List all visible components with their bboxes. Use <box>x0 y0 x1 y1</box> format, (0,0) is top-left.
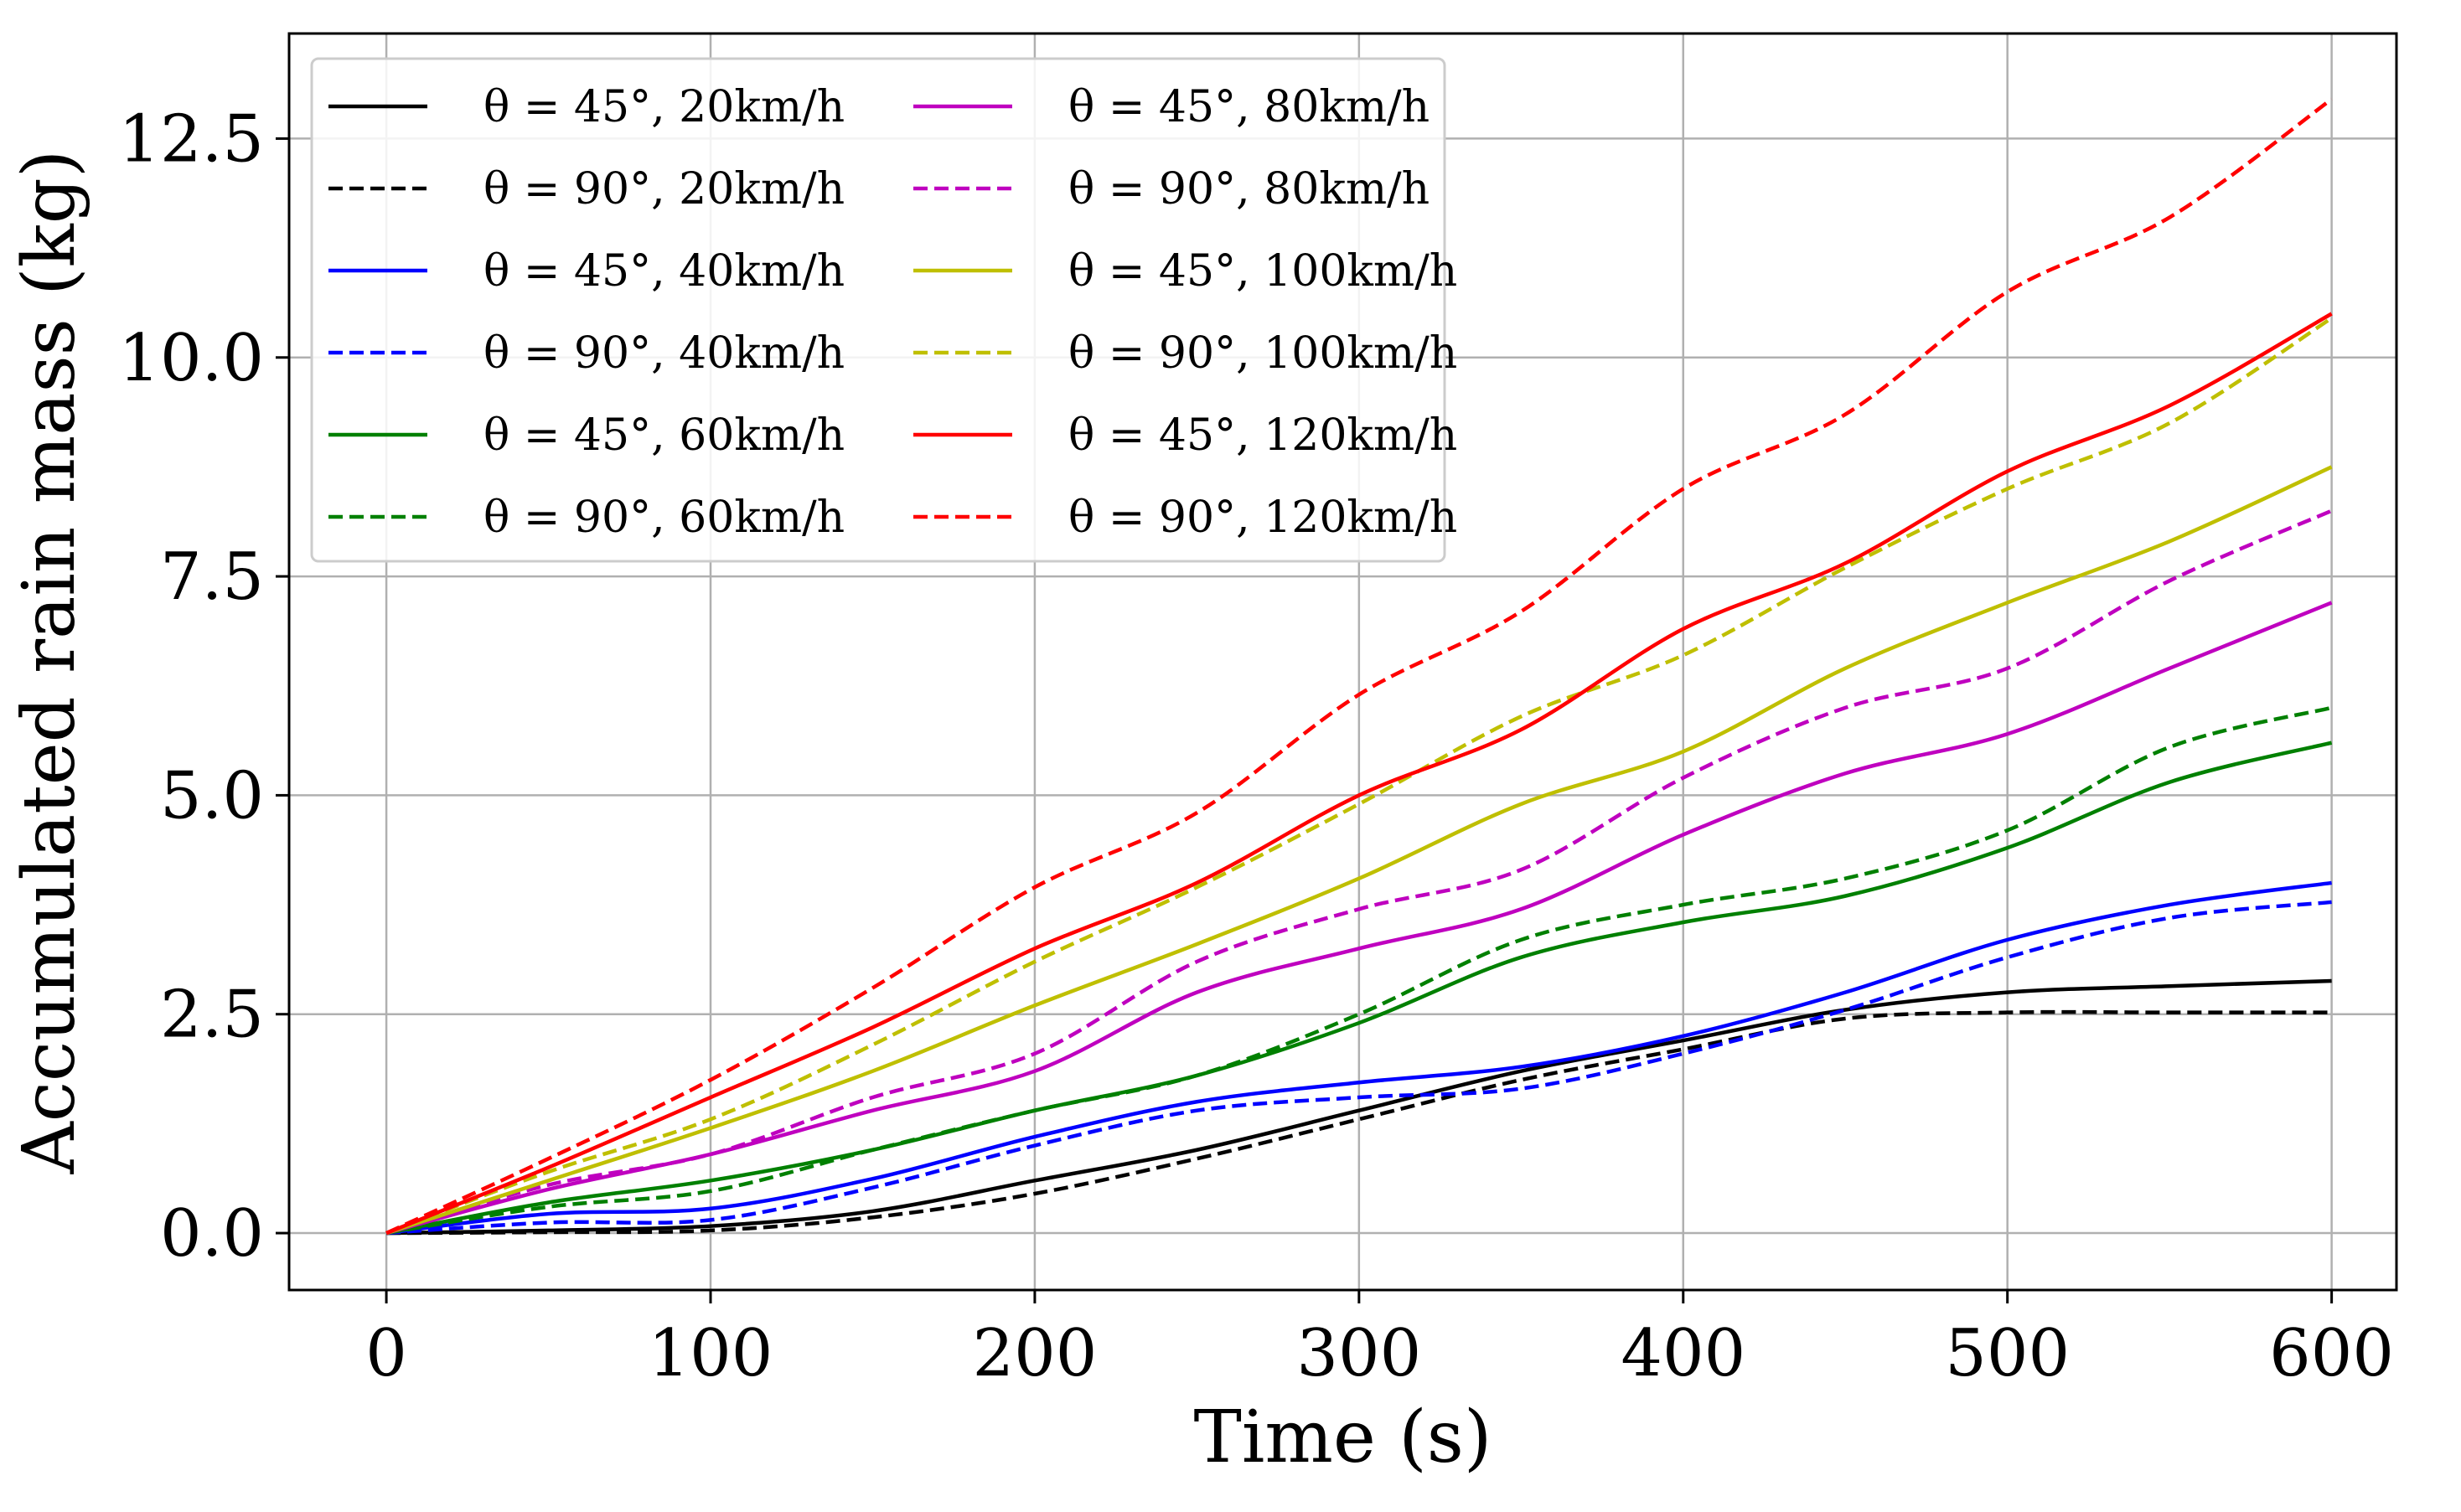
x-tick-label: 600 <box>2269 1316 2394 1391</box>
axis-ticks: 0 100 200 300 400 500 600 0.0 2.5 5.0 7.5 10.0 12.5 <box>118 101 2394 1391</box>
legend-label: θ = 90°, 20km/h <box>483 164 845 214</box>
series-line-10 <box>385 316 2333 1236</box>
y-tick-label: 5.0 <box>160 758 264 833</box>
series-line-12 <box>385 97 2333 1236</box>
series-lines <box>385 97 2333 1236</box>
y-tick-label: 12.5 <box>118 101 264 177</box>
series-line-6 <box>385 705 2333 1236</box>
series-line-7 <box>385 601 2333 1236</box>
legend-label: θ = 45°, 40km/h <box>483 246 845 297</box>
series-line-8 <box>385 508 2333 1236</box>
y-tick-label: 0.0 <box>160 1196 264 1272</box>
y-tick-label: 10.0 <box>118 321 264 396</box>
legend-label: θ = 90°, 60km/h <box>483 493 845 543</box>
series-line-1 <box>386 978 2332 1236</box>
series-line-4 <box>385 900 2332 1236</box>
plot-frame <box>287 32 2398 1292</box>
x-tick-label: 0 <box>365 1316 407 1391</box>
y-tick-label: 7.5 <box>160 539 264 615</box>
x-tick-label: 300 <box>1296 1316 1421 1391</box>
series-line-3 <box>385 880 2332 1236</box>
x-tick-label: 100 <box>649 1316 773 1391</box>
y-axis-label: Accumulated rain mass (kg) <box>8 150 91 1175</box>
series-line-9 <box>385 465 2333 1236</box>
x-tick-label: 500 <box>1945 1316 2070 1391</box>
x-tick-label: 400 <box>1621 1316 1745 1391</box>
legend-label: θ = 45°, 100km/h <box>1068 246 1457 297</box>
legend-frame <box>310 57 1446 563</box>
y-tick-label: 2.5 <box>160 978 264 1053</box>
legend-label: θ = 45°, 120km/h <box>1068 410 1457 461</box>
legend-label: θ = 45°, 60km/h <box>483 410 845 461</box>
legend-label: θ = 90°, 80km/h <box>1068 164 1430 214</box>
legend-label: θ = 90°, 40km/h <box>483 328 845 379</box>
legend-label: θ = 90°, 100km/h <box>1068 328 1457 379</box>
series-line-11 <box>385 312 2333 1236</box>
series-line-5 <box>385 741 2333 1236</box>
x-tick-label: 200 <box>972 1316 1097 1391</box>
legend-label: θ = 45°, 80km/h <box>1068 82 1430 132</box>
series-line-2 <box>386 1009 2332 1236</box>
x-axis-label: Time (s) <box>1194 1396 1492 1479</box>
legend-label: θ = 45°, 20km/h <box>483 82 845 132</box>
legend-label: θ = 90°, 120km/h <box>1068 493 1457 543</box>
legend: θ = 45°, 20km/h θ = 90°, 20km/h θ = 45°, 4… <box>310 57 1457 563</box>
